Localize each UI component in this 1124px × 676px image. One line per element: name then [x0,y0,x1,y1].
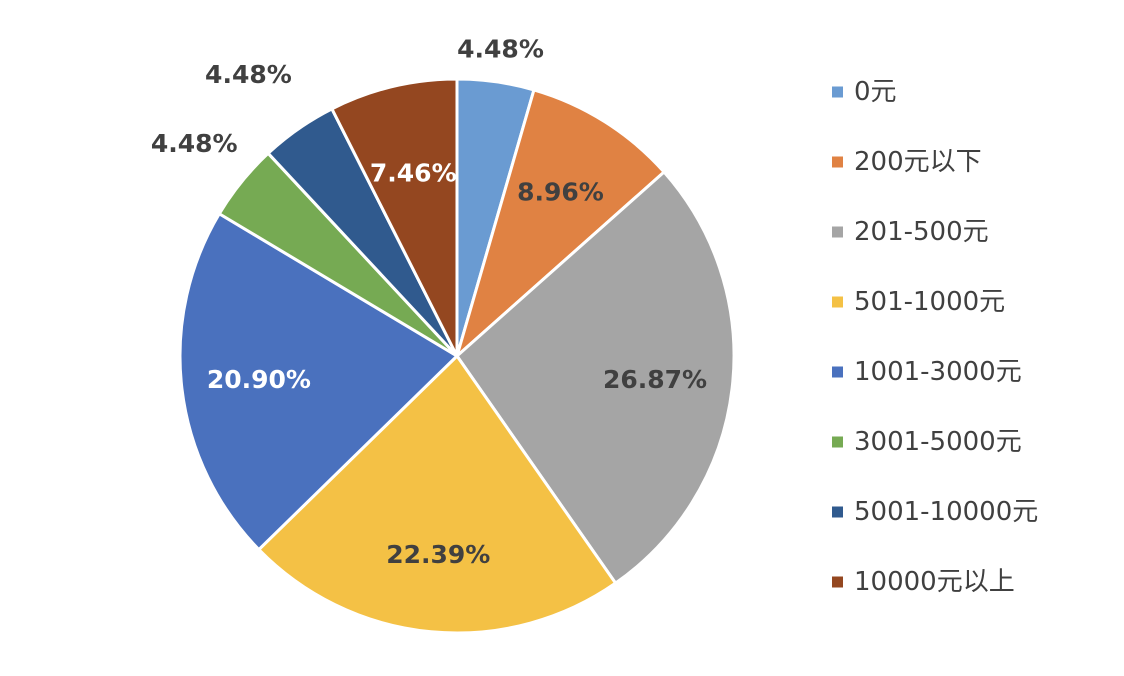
data-label-8: 7.46% [370,158,457,187]
legend-swatch [832,156,843,168]
pie-slice-3 [455,170,736,585]
data-label-1: 4.48% [457,34,544,63]
legend-item-4: 501-1000元 [832,287,1005,317]
data-label-7: 4.48% [205,60,292,89]
pie-slice-8 [330,77,459,358]
legend-label: 10000元以上 [854,567,1015,597]
pie-slice-5 [178,212,459,552]
legend-swatch [832,86,843,98]
legend-item-5: 1001-3000元 [832,357,1022,387]
legend: 0元 200元以下 201-500元 501-1000元 1001-3000元 3001-… [832,77,1038,597]
legend-label: 200元以下 [854,147,982,177]
legend-swatch [832,296,843,308]
data-label-3: 26.87% [603,365,707,394]
legend-swatch [832,436,843,448]
legend-label: 5001-10000元 [854,497,1038,527]
legend-label: 201-500元 [854,217,989,247]
data-label-2: 8.96% [517,178,604,207]
pie-data-labels: 4.48% 8.96% 26.87% 22.39% 20.90% 4.48% 4.48% 7.… [151,34,707,569]
legend-label: 3001-5000元 [854,427,1022,457]
legend-swatch [832,576,843,588]
legend-item-1: 0元 [832,77,897,107]
pie-slice-2 [455,88,666,358]
legend-item-3: 201-500元 [832,217,989,247]
data-label-5: 20.90% [207,365,311,394]
pie-slice-4 [257,354,618,635]
legend-label: 1001-3000元 [854,357,1022,387]
legend-label: 501-1000元 [854,287,1005,317]
data-label-4: 22.39% [386,540,490,569]
legend-item-2: 200元以下 [832,147,982,177]
legend-item-6: 3001-5000元 [832,427,1022,457]
legend-item-8: 10000元以上 [832,567,1015,597]
pie-slices [178,77,736,635]
legend-label: 0元 [854,77,897,107]
legend-swatch [832,366,843,378]
legend-swatch [832,226,843,238]
legend-item-7: 5001-10000元 [832,497,1038,527]
data-label-6: 4.48% [151,129,238,158]
legend-swatch [832,506,843,518]
